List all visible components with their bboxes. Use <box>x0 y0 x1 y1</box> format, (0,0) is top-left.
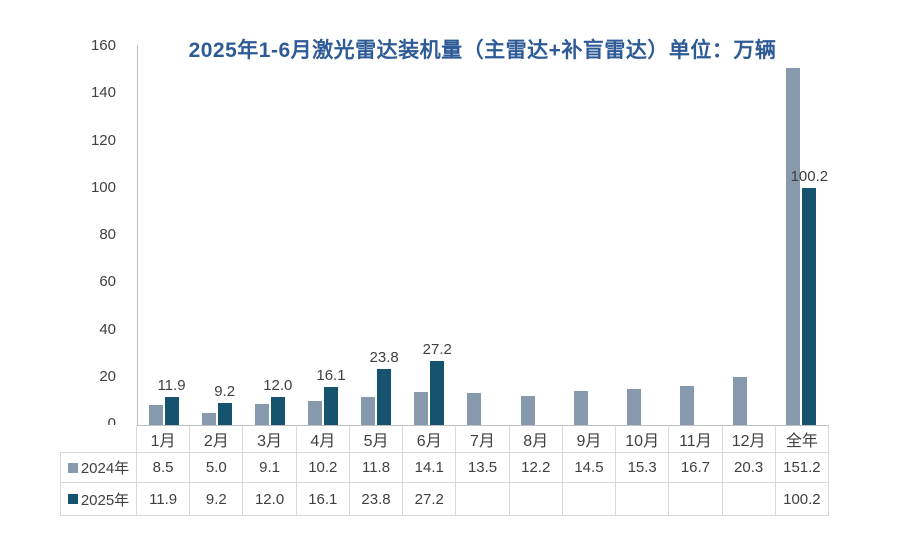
value-cell: 27.2 <box>403 483 457 516</box>
month-header-cell: 1月 <box>137 425 191 453</box>
bar-value-label: 12.0 <box>263 376 293 394</box>
value-cell: 9.1 <box>243 453 297 483</box>
month-header-cell: 11月 <box>669 425 723 453</box>
bar-value-label: 23.8 <box>369 348 399 366</box>
bar-2024年-4月 <box>307 400 322 425</box>
month-header-cell: 10月 <box>616 425 670 453</box>
value-cell: 100.2 <box>775 483 829 516</box>
bar-2024年-7月 <box>467 393 482 425</box>
bar-2024年-12月 <box>733 377 748 425</box>
bar-2024年-11月 <box>680 385 695 425</box>
y-axis-tick-label: 80 <box>99 226 116 243</box>
bar-2024年-1月 <box>148 404 163 425</box>
value-cell: 16.7 <box>669 453 723 483</box>
month-header-cell: 5月 <box>349 425 404 453</box>
series-name: 2025年 <box>80 491 130 509</box>
value-cell <box>722 483 776 516</box>
bar-value-label: 11.9 <box>157 376 186 394</box>
bar-2024年-5月 <box>361 397 376 425</box>
month-header-cell: 6月 <box>403 425 457 453</box>
month-header-cell: 7月 <box>456 425 510 453</box>
bar-2025年-3月 <box>270 396 285 425</box>
legend-swatch-2025年 <box>67 494 78 504</box>
value-cell <box>669 483 723 516</box>
legend-cell-2024年: 2024年 <box>60 453 137 483</box>
month-header-cell: 8月 <box>509 425 563 453</box>
bar-2025年-5月 <box>377 368 392 425</box>
month-header-cell: 4月 <box>296 425 350 453</box>
month-header-cell: 2月 <box>190 425 244 453</box>
y-axis-line <box>137 45 138 425</box>
bar-2024年-9月 <box>573 390 588 425</box>
value-cell: 12.0 <box>243 483 297 516</box>
bar-value-label: 27.2 <box>422 340 452 358</box>
value-cell: 11.9 <box>137 483 191 516</box>
value-cell: 8.5 <box>137 453 191 483</box>
y-axis-tick-label: 40 <box>99 320 116 338</box>
y-axis-tick-label: 120 <box>90 131 116 149</box>
legend-swatch-2024年 <box>67 462 78 473</box>
y-axis-tick-label: 0 <box>107 415 116 432</box>
y-axis-tick-label: 160 <box>90 37 116 54</box>
value-cell: 14.5 <box>562 453 617 483</box>
value-cell <box>616 483 670 516</box>
y-axis-tick-label: 60 <box>99 273 116 291</box>
value-cell: 15.3 <box>616 453 670 483</box>
data-table: 1月 2月 3月 4月 5月 6月 7月 8月 9月 10月 11月 12月 全年 2024年 8.5 5.0… <box>60 425 829 516</box>
value-cell: 16.1 <box>296 483 350 516</box>
value-cell: 11.8 <box>349 453 404 483</box>
y-axis-tick-label: 140 <box>90 84 116 102</box>
bar-2025年-4月 <box>323 386 338 425</box>
bar-2024年-2月 <box>201 413 216 425</box>
value-cell: 5.0 <box>190 453 244 483</box>
table-corner-cell <box>60 425 137 453</box>
bar-2024年-8月 <box>520 396 535 425</box>
bar-value-label: 9.2 <box>214 383 236 401</box>
bar-value-label: 16.1 <box>316 366 346 384</box>
value-cell: 13.5 <box>456 453 510 483</box>
y-axis-tick-label: 20 <box>99 367 116 385</box>
bar-2025年-全年 <box>802 188 817 425</box>
value-cell <box>456 483 510 516</box>
bar-value-label: 100.2 <box>790 168 829 186</box>
value-cell: 14.1 <box>403 453 457 483</box>
value-cell <box>562 483 617 516</box>
bar-2024年-全年 <box>786 67 801 425</box>
series-name: 2024年 <box>80 460 130 477</box>
month-header-cell: 12月 <box>722 425 776 453</box>
bar-2024年-3月 <box>254 403 269 425</box>
bar-2024年-6月 <box>414 391 429 425</box>
plot-area: 11.9 9.2 12.0 16.1 23.8 27.2 100.2 <box>137 47 828 425</box>
month-header-cell: 全年 <box>775 425 829 453</box>
value-cell: 10.2 <box>296 453 350 483</box>
value-cell: 20.3 <box>722 453 776 483</box>
month-header-cell: 3月 <box>243 425 297 453</box>
bar-2025年-2月 <box>217 403 232 425</box>
month-header-cell: 9月 <box>562 425 617 453</box>
bar-2024年-10月 <box>626 388 641 425</box>
bar-2025年-1月 <box>164 396 179 425</box>
value-cell <box>509 483 563 516</box>
chart-title: 2025年1-6月激光雷达装机量（主雷达+补盲雷达）单位：万辆 <box>188 39 777 62</box>
value-cell: 23.8 <box>349 483 404 516</box>
bar-2025年-6月 <box>430 360 445 425</box>
value-cell: 9.2 <box>190 483 244 516</box>
y-axis-tick-label: 100 <box>90 178 116 196</box>
legend-cell-2025年: 2025年 <box>60 483 137 516</box>
value-cell: 151.2 <box>775 453 829 483</box>
value-cell: 12.2 <box>509 453 563 483</box>
